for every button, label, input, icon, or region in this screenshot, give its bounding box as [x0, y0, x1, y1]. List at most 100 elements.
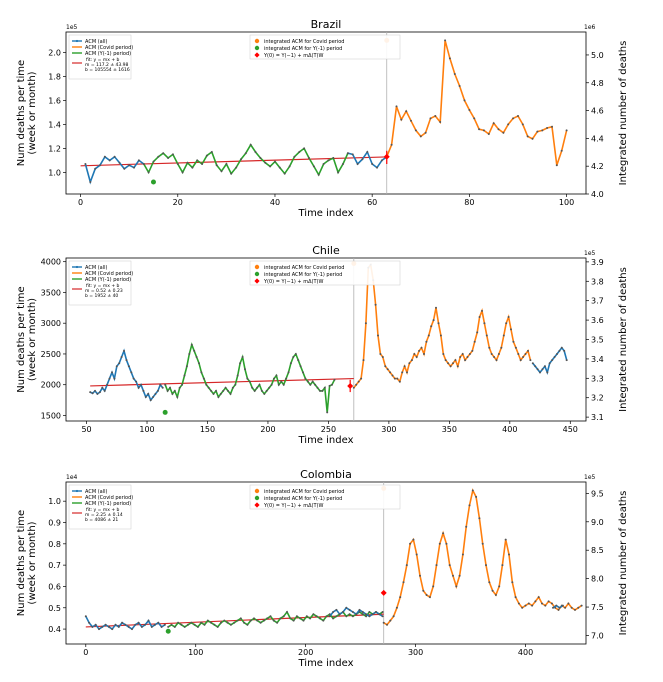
series-point — [517, 602, 520, 605]
series-line — [164, 342, 336, 413]
legend-center-swatch — [254, 502, 260, 508]
series-point — [84, 163, 87, 165]
series-point — [163, 623, 166, 626]
y0-marker — [380, 589, 387, 596]
legend-left-entry: ACM (all) — [85, 489, 108, 495]
series-point — [248, 380, 251, 383]
series-point — [111, 628, 114, 631]
legend-left-box — [68, 260, 132, 306]
series-point — [536, 368, 539, 371]
series-point — [236, 619, 239, 622]
series-point — [276, 621, 279, 624]
series-point — [222, 389, 225, 392]
series-point — [282, 383, 285, 386]
y-axis-label-line: (week or month) — [27, 298, 38, 381]
series-line — [84, 155, 145, 185]
series-point — [264, 161, 267, 164]
series-point — [551, 359, 554, 362]
series-point — [156, 389, 159, 392]
series-point — [560, 346, 563, 349]
legend-fit-line: fit: y = mx + b — [86, 57, 120, 63]
series-point — [200, 371, 203, 374]
series-point — [352, 386, 355, 389]
series-point — [190, 621, 193, 624]
series-point — [120, 356, 123, 358]
series-point — [563, 349, 566, 352]
series-point — [497, 353, 500, 355]
y2-tick-label: 9.0 — [591, 518, 604, 527]
series-point — [345, 615, 348, 618]
y2-tick-label: 3.5 — [591, 336, 604, 345]
series-point — [299, 617, 302, 620]
series-point — [167, 625, 170, 628]
series-point — [543, 365, 546, 368]
series-point — [134, 623, 137, 626]
series-point — [514, 346, 517, 349]
series-point — [529, 359, 532, 362]
series-point — [389, 371, 392, 374]
y-tick-label: 4000 — [41, 258, 61, 267]
series-point — [357, 380, 360, 383]
series-point — [471, 489, 474, 492]
series-point — [186, 161, 189, 164]
y2-tick-label: 4.6 — [591, 107, 604, 116]
series-point — [123, 167, 126, 170]
series-point — [183, 374, 186, 377]
series-point — [103, 155, 106, 158]
series-point — [471, 349, 474, 352]
x-tick-label: 300 — [408, 648, 423, 657]
series-point — [202, 377, 205, 380]
legend-left-box — [68, 484, 132, 530]
series-point — [282, 615, 285, 618]
series-point — [196, 159, 199, 162]
series-point — [322, 163, 325, 165]
x-tick-label: 100 — [188, 648, 203, 657]
series-point — [243, 621, 246, 624]
series-point — [512, 117, 515, 120]
series-point — [500, 346, 503, 349]
y-axis-label-line: Num deaths per time — [16, 286, 27, 392]
y2-tick-label: 7.0 — [591, 631, 604, 640]
series-point — [444, 359, 447, 362]
chart-panel-1: Chile 50 100 150 200 250 300 350 400 450 Time inde… — [16, 244, 629, 446]
y-axis-label-line: Num deaths per time — [16, 60, 27, 166]
legend-center-entry: integrated ACM for Y(-1) period — [264, 272, 342, 278]
series-point — [177, 621, 180, 624]
series-point — [173, 625, 176, 628]
series-point — [314, 383, 317, 386]
series-point — [567, 602, 570, 605]
y-tick-label: 1.0 — [48, 497, 61, 506]
series-point — [254, 151, 257, 153]
legend-center-entry: integrated ACM for Covid period — [264, 489, 344, 495]
y-axis-label: Num deaths per time(week or month) — [16, 510, 38, 616]
series-line — [143, 143, 349, 177]
legend-fit-line: m = 2.25 ± 0.14 — [85, 512, 123, 518]
series-point — [251, 386, 254, 389]
legend-center-entry: integrated ACM for Y(-1) period — [264, 46, 342, 52]
series-line — [552, 604, 564, 609]
x-tick-label: 300 — [381, 425, 396, 434]
series-point — [376, 166, 378, 169]
series-point — [266, 617, 269, 620]
series-point — [147, 619, 150, 622]
series-point — [164, 383, 167, 386]
series-point — [551, 125, 553, 128]
series-point — [253, 389, 256, 392]
series-point — [200, 621, 203, 624]
series-point — [96, 392, 99, 395]
series-point — [364, 322, 367, 325]
series-point — [402, 581, 405, 584]
series-point — [142, 389, 145, 392]
series-point — [365, 615, 368, 618]
y2-tick-label: 7.5 — [591, 603, 604, 612]
integrated-prev-marker — [165, 628, 171, 634]
legend-fit-line: b = 4086 ± 21 — [85, 517, 118, 523]
series-point — [98, 628, 100, 631]
series-point — [229, 623, 232, 626]
series-point — [280, 380, 283, 383]
series-point — [492, 122, 495, 125]
y-tick-label: 3500 — [41, 288, 61, 297]
series-point — [295, 615, 298, 618]
series-point — [517, 115, 519, 117]
series-point — [142, 163, 145, 165]
